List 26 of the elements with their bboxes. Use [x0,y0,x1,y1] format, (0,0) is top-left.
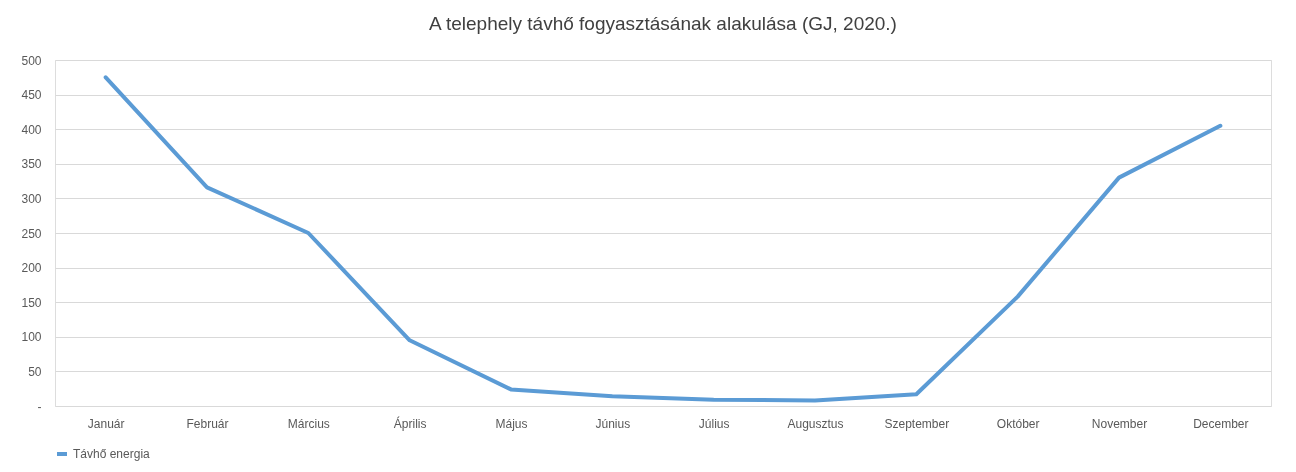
y-tick-label: 150 [21,295,42,310]
y-tick-label: 400 [21,122,42,137]
line-series [103,75,1223,403]
x-tick-label: Február [186,416,229,431]
y-tick-label: 100 [21,330,42,345]
y-tick-label: - [37,399,42,414]
x-tick-label: Július [698,416,730,431]
x-tick-label: November [1091,416,1148,431]
y-tick-label: 200 [21,261,42,276]
x-tick-label: Május [495,416,528,431]
y-tick-label: 50 [28,364,42,379]
y-tick-label: 250 [21,226,42,241]
y-tick-label: 350 [21,157,42,172]
chart-title: A telephely távhő fogyasztásának alakulása (GJ, 2020.) [429,13,897,34]
y-tick-label: 450 [21,88,42,103]
legend-label: Távhő energia [73,447,151,461]
x-tick-label: Január [87,416,125,431]
x-tick-label: Június [595,416,631,431]
x-tick-label: Augusztus [787,416,844,431]
x-tick-label: Szeptember [884,416,950,431]
x-tick-label: Március [287,416,330,431]
x-tick-label: Október [996,416,1040,431]
x-tick-label: December [1193,416,1249,431]
x-tick-label: Április [393,415,427,431]
y-tick-label: 500 [21,53,42,68]
y-tick-label: 300 [21,191,42,206]
